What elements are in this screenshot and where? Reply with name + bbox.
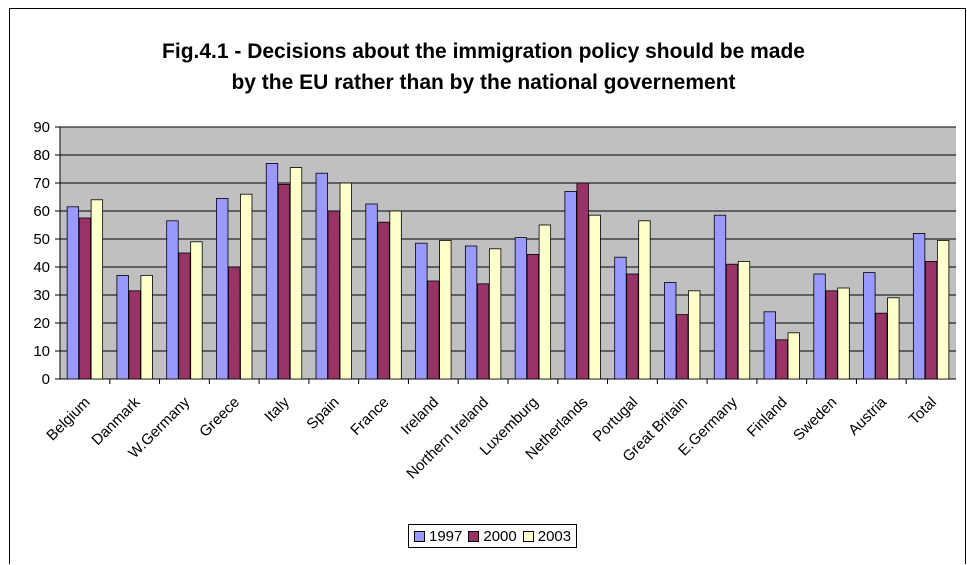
bar-2003-austria [887,297,900,380]
bar-2003-spain [339,182,352,380]
bar-1997-luxemburg [514,237,528,380]
x-category-label: Belgium [43,394,93,444]
chart-title-line-1: Fig.4.1 - Decisions about the immigratio… [162,40,805,63]
bar-1997-austria [863,272,876,380]
legend-label-2003: 2003 [537,527,572,545]
bar-2003-ireland [439,239,452,380]
bar-1997-great-britain [664,281,677,380]
bar-2000-luxemburg [526,253,540,380]
bar-2000-e-germany [725,263,739,380]
bar-2003-total [936,239,950,380]
bar-1997-france [365,203,378,380]
y-tick-label: 0 [42,371,50,388]
bar-2000-italy [277,183,291,380]
bar-2003-greece [240,193,253,380]
bar-2000-spain [327,210,340,380]
bar-2000-belgium [78,217,92,380]
chart-title: Fig.4.1 - Decisions about the immigratio… [0,36,967,98]
bar-2003-great-britain [688,290,701,380]
legend-swatch-2000 [468,530,480,542]
bar-1997-netherlands [564,190,577,380]
bar-1997-portugal [614,256,627,380]
bar-2003-italy [289,167,303,380]
y-tick-label: 80 [33,147,50,164]
bar-2003-e-germany [737,260,751,380]
x-category-label: Austria [845,393,890,438]
bar-2003-luxemburg [538,224,552,380]
y-tick-label: 20 [33,315,50,332]
chart-legend: 1997 2000 2003 [408,524,578,548]
x-category-label: Italy [261,393,293,425]
y-tick-label: 40 [33,259,50,276]
x-category-label: Total [906,394,940,428]
x-category-label: France [347,394,392,439]
bar-2000-finland [775,339,788,380]
bar-1997-greece [216,197,229,380]
legend-swatch-2003 [522,530,534,542]
bar-2003-sweden [837,287,850,380]
bar-2003-netherlands [588,214,601,380]
bar-1997-danmark [116,274,129,380]
bar-1997-sweden [813,273,826,380]
bar-2000-greece [228,266,241,380]
legend-item-1997: 1997 [414,528,462,545]
legend-label-2000: 2000 [483,527,517,545]
bar-2000-northern-ireland [476,283,490,380]
chart-title-line-2: by the EU rather than by the national go… [231,71,736,94]
bar-1997-e-germany [713,214,727,380]
bar-2003-portugal [638,220,651,380]
bar-2003-danmark [140,274,153,380]
bar-2003-northern-ireland [488,248,502,380]
y-tick-label: 10 [33,343,50,360]
x-category-label: Ireland [398,394,442,438]
legend-label-1997: 1997 [429,527,463,545]
bar-2000-w-germany [178,252,191,380]
x-category-label: Spain [303,394,342,433]
legend-item-2000: 2000 [468,527,517,545]
bar-2003-france [389,210,402,380]
bar-1997-spain [315,172,328,380]
bar-2003-finland [787,332,800,380]
bar-1997-finland [763,311,776,380]
legend-item-2003: 2003 [522,527,572,545]
plot-area [60,127,956,379]
bar-1997-belgium [66,206,80,380]
bar-1997-ireland [415,242,428,380]
legend-swatch-1997 [414,530,425,542]
x-category-label: Portugal [590,394,642,446]
y-tick-label: 50 [33,231,50,248]
y-tick-label: 70 [33,175,50,192]
bar-2000-danmark [128,290,141,380]
y-tick-label: 30 [33,287,50,304]
bar-2000-sweden [825,290,838,380]
bar-2003-w-germany [190,241,203,380]
chart-frame [9,8,966,564]
x-category-label: Finland [744,394,791,441]
bar-2000-portugal [626,273,639,380]
x-category-label: Greece [196,394,243,441]
y-tick-label: 90 [33,119,50,136]
bar-1997-total [912,232,926,380]
x-category-label: Sweden [790,394,840,444]
bar-1997-w-germany [166,220,179,380]
bar-2003-belgium [90,199,104,380]
y-tick-label: 60 [33,203,50,220]
bar-2000-ireland [427,280,440,380]
bar-1997-italy [265,162,279,380]
bar-2000-netherlands [576,182,589,380]
bar-2000-austria [875,312,888,380]
bar-2000-france [377,221,390,380]
bar-2000-great-britain [676,314,689,380]
bar-2000-total [924,260,938,380]
bar-1997-northern-ireland [464,245,478,380]
